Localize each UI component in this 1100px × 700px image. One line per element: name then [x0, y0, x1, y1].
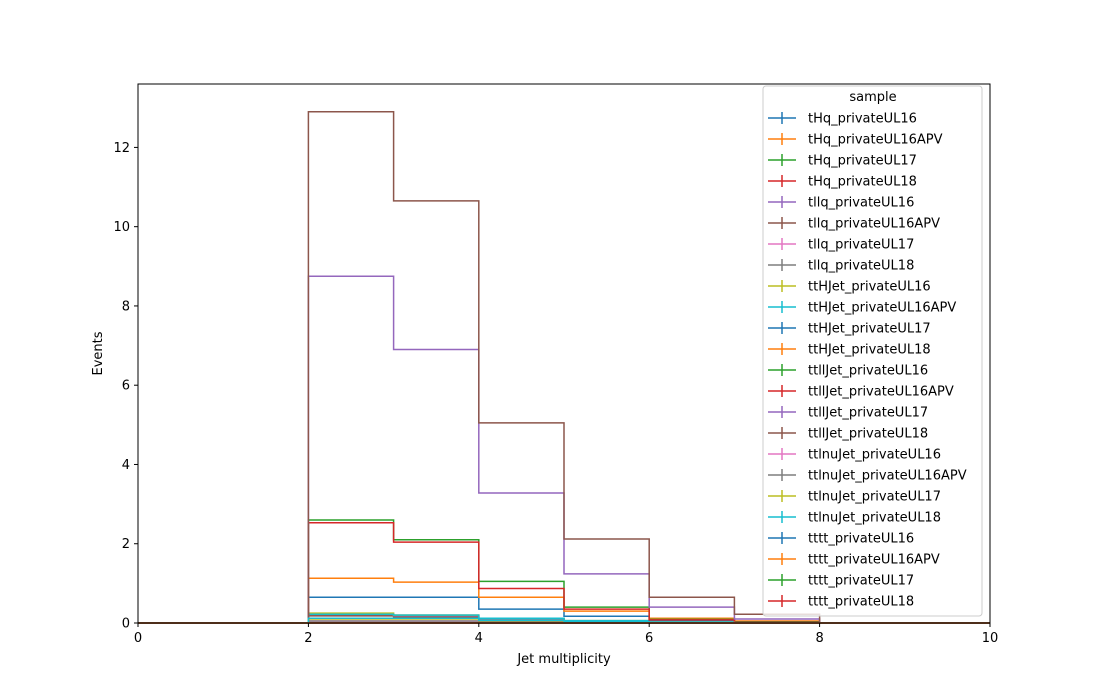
y-tick-label-3: 6	[122, 379, 130, 394]
x-axis-label: Jet multiplicity	[516, 652, 611, 667]
legend-label-14: ttllJet_privateUL17	[808, 406, 928, 421]
y-tick-label-4: 8	[122, 299, 130, 314]
legend-label-4: tllq_privateUL16	[808, 196, 914, 211]
legend-label-8: ttHJet_privateUL16	[808, 280, 931, 295]
legend-label-19: ttlnuJet_privateUL18	[808, 511, 941, 526]
plot-frame	[137, 83, 991, 624]
x-tick-label-2: 4	[475, 631, 483, 646]
y-axis: 0 2 4 6 8 10 12	[113, 141, 138, 632]
legend-box	[762, 85, 983, 617]
y-tick-label-6: 12	[113, 141, 130, 156]
y-tick-label-0: 0	[122, 617, 130, 632]
x-tick-label-5: 10	[982, 631, 999, 646]
legend-label-16: ttlnuJet_privateUL16	[808, 448, 941, 463]
legend-label-17: ttlnuJet_privateUL16APV	[808, 469, 967, 484]
legend-label-3: tHq_privateUL18	[808, 175, 917, 190]
legend-label-13: ttllJet_privateUL16APV	[808, 385, 954, 400]
legend-label-5: tllq_privateUL16APV	[808, 217, 940, 232]
y-tick-label-1: 2	[122, 537, 130, 552]
x-tick-label-3: 6	[645, 631, 653, 646]
x-tick-label-1: 2	[304, 631, 312, 646]
y-axis-label: Events	[91, 331, 106, 375]
legend: sample tHq_privateUL16 tHq_privateUL16APV…	[762, 85, 983, 617]
legend-title: sample	[849, 90, 896, 105]
legend-label-22: tttt_privateUL17	[808, 574, 914, 589]
legend-entries: tHq_privateUL16 tHq_privateUL16APV tHq_pri…	[768, 112, 967, 610]
x-tick-label-0: 0	[134, 631, 142, 646]
legend-label-15: ttllJet_privateUL18	[808, 427, 928, 442]
legend-label-0: tHq_privateUL16	[808, 112, 917, 127]
x-axis: 0 2 4 6 8 10	[134, 623, 998, 646]
legend-label-9: ttHJet_privateUL16APV	[808, 301, 956, 316]
legend-label-2: tHq_privateUL17	[808, 154, 917, 169]
legend-label-21: tttt_privateUL16APV	[808, 553, 940, 568]
x-tick-label-4: 8	[815, 631, 823, 646]
legend-label-11: ttHJet_privateUL18	[808, 343, 931, 358]
legend-label-1: tHq_privateUL16APV	[808, 133, 943, 148]
y-tick-label-2: 4	[122, 458, 130, 473]
legend-label-10: ttHJet_privateUL17	[808, 322, 931, 337]
y-tick-label-5: 10	[113, 220, 130, 235]
legend-label-18: ttlnuJet_privateUL17	[808, 490, 941, 505]
legend-label-20: tttt_privateUL16	[808, 532, 914, 547]
legend-label-6: tllq_privateUL17	[808, 238, 914, 253]
legend-label-12: ttllJet_privateUL16	[808, 364, 928, 379]
legend-label-23: tttt_privateUL18	[808, 595, 914, 610]
legend-label-7: tllq_privateUL18	[808, 259, 914, 274]
